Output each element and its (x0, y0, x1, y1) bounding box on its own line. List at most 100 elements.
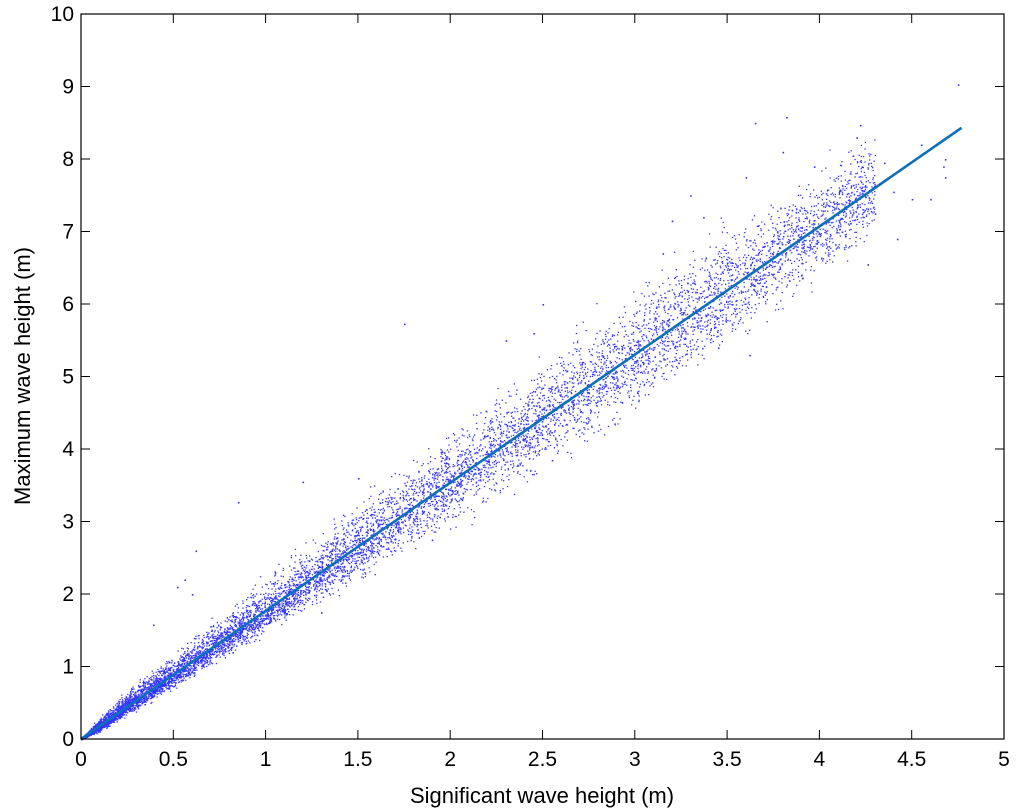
scatter-point (311, 601, 314, 603)
scatter-point (513, 444, 516, 447)
scatter-point (623, 381, 626, 384)
scatter-point (290, 602, 293, 604)
scatter-point (353, 543, 356, 546)
scatter-point (596, 303, 598, 305)
scatter-point (231, 621, 233, 623)
scatter-point (393, 535, 395, 537)
scatter-point (213, 631, 216, 633)
scatter-point (645, 381, 648, 384)
scatter-point (697, 364, 699, 366)
scatter-point (665, 350, 667, 352)
scatter-point (117, 710, 119, 712)
scatter-point (716, 318, 718, 321)
scatter-point (208, 632, 210, 634)
scatter-point (409, 498, 412, 500)
scatter-point (331, 574, 333, 576)
scatter-point (795, 246, 797, 248)
scatter-point (265, 615, 267, 617)
scatter-point (624, 366, 626, 368)
scatter-point (680, 334, 682, 337)
scatter-point (397, 508, 400, 510)
scatter-point (639, 344, 641, 346)
scatter-point (216, 621, 218, 624)
scatter-point (704, 281, 706, 283)
scatter-point (326, 549, 329, 551)
scatter-point (496, 461, 498, 464)
scatter-point (160, 687, 162, 689)
scatter-point (720, 302, 722, 304)
scatter-point (142, 685, 144, 687)
scatter-point (570, 362, 572, 364)
scatter-point (150, 683, 152, 686)
scatter-point (194, 649, 196, 651)
scatter-point (554, 430, 556, 432)
scatter-point (685, 314, 687, 316)
scatter-point (652, 349, 654, 352)
scatter-point (615, 345, 617, 347)
scatter-point (434, 504, 437, 506)
scatter-point (316, 570, 318, 572)
scatter-point (821, 258, 823, 260)
scatter-point (100, 719, 102, 721)
scatter-point (580, 400, 583, 402)
scatter-point (464, 452, 466, 454)
scatter-point (459, 486, 462, 488)
scatter-point (707, 314, 709, 316)
scatter-point (135, 711, 138, 713)
scatter-point (421, 479, 423, 481)
scatter-point (840, 224, 842, 226)
scatter-point (566, 424, 569, 426)
scatter-point (251, 625, 253, 627)
scatter-point (603, 378, 605, 381)
scatter-point (566, 387, 568, 389)
scatter-point (786, 213, 788, 215)
scatter-point (672, 329, 674, 332)
scatter-point (359, 548, 361, 550)
scatter-point (380, 539, 382, 541)
scatter-point (490, 447, 492, 449)
scatter-point (766, 321, 768, 323)
scatter-point (432, 520, 434, 522)
scatter-point (588, 418, 590, 420)
scatter-point (530, 470, 532, 472)
scatter-point (714, 316, 716, 319)
scatter-point (508, 431, 510, 433)
scatter-point (269, 619, 271, 621)
scatter-point (161, 690, 163, 692)
scatter-point (640, 366, 642, 368)
scatter-point (244, 612, 246, 614)
scatter-point (812, 239, 814, 241)
scatter-point (122, 713, 124, 715)
scatter-point (849, 173, 851, 175)
scatter-point (750, 311, 752, 314)
scatter-point (310, 587, 313, 589)
scatter-point (776, 252, 779, 255)
scatter-point (640, 364, 642, 366)
scatter-point (495, 465, 497, 467)
scatter-point (155, 675, 157, 677)
scatter-point (716, 262, 718, 264)
scatter-point (728, 285, 730, 287)
scatter-point (431, 477, 434, 479)
scatter-point (668, 340, 670, 343)
scatter-point (628, 390, 630, 392)
scatter-point (491, 429, 493, 431)
scatter-point (874, 208, 876, 210)
scatter-point (550, 364, 553, 367)
scatter-point (623, 344, 625, 346)
scatter-point (247, 633, 249, 636)
scatter-point (423, 477, 425, 479)
scatter-point (237, 636, 240, 638)
scatter-point (144, 684, 146, 687)
scatter-point (611, 375, 613, 378)
scatter-point (348, 577, 350, 579)
scatter-point (759, 272, 761, 274)
scatter-point (536, 419, 538, 421)
scatter-point (462, 480, 464, 482)
scatter-point (259, 576, 262, 578)
scatter-point (460, 450, 463, 452)
scatter-point (524, 444, 526, 446)
scatter-point (506, 413, 508, 415)
scatter-point (699, 320, 701, 322)
scatter-point (246, 637, 249, 639)
